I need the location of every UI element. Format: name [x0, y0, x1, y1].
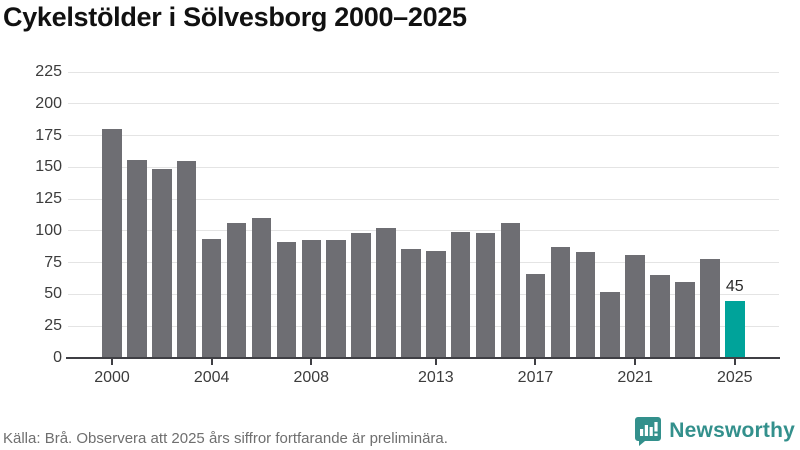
bar-2003	[176, 160, 197, 357]
x-axis-line	[66, 357, 780, 359]
newsworthy-logo-text: Newsworthy	[669, 419, 795, 442]
x-axis-tick-2008	[310, 359, 313, 365]
bar-2009	[326, 239, 346, 357]
x-axis-tick-2004	[210, 359, 213, 365]
bar-2023	[675, 281, 695, 357]
bar-2024	[700, 258, 720, 357]
bar-2013	[426, 251, 446, 357]
bar-2006	[251, 218, 272, 357]
data-label-2025: 45	[725, 277, 744, 295]
bar-2007	[276, 242, 297, 357]
gridline-150	[68, 166, 779, 168]
gridline-125	[68, 198, 779, 200]
bar-2021	[625, 255, 645, 357]
bar-2008	[301, 239, 322, 357]
source-note: Källa: Brå. Observera att 2025 års siffr…	[3, 430, 448, 447]
gridline-175	[68, 135, 779, 137]
y-axis-label-75: 75	[44, 253, 62, 271]
bar-2016	[500, 223, 521, 357]
gridline-200	[68, 103, 779, 105]
x-axis-label-2017: 2017	[517, 369, 554, 386]
x-axis-tick-2013	[434, 359, 437, 365]
bar-2020	[600, 291, 620, 357]
bar-2000	[102, 129, 122, 357]
bar-2015	[475, 233, 496, 357]
x-axis-label-2025: 2025	[716, 369, 753, 386]
chart-title: Cykelstölder i Sölvesborg 2000–2025	[3, 2, 467, 32]
x-axis-label-2004: 2004	[193, 369, 230, 386]
x-axis-label-2000: 2000	[94, 369, 130, 386]
bar-chart-plot-area: 0 25 50 75 100 125 150 175 200 225 45 2000 2004 2008 2…	[35, 63, 780, 386]
gridline-100	[68, 230, 779, 232]
bar-2002	[152, 168, 172, 357]
y-axis-label-100: 100	[35, 221, 62, 239]
bar-chart-speech-bubble-icon	[634, 416, 662, 447]
y-axis-label-150: 150	[35, 158, 62, 176]
bar-2019	[575, 252, 596, 357]
bar-2025	[725, 300, 745, 357]
x-axis-label-2021: 2021	[617, 369, 653, 386]
newsworthy-logo: Newsworthy	[634, 414, 795, 448]
x-axis-tick-2021	[634, 359, 637, 365]
y-axis-label-0: 0	[53, 349, 62, 366]
gridline-225	[68, 71, 779, 73]
bar-2011	[376, 228, 396, 357]
bar-2010	[351, 233, 371, 357]
bar-2018	[550, 247, 571, 357]
y-axis-label-225: 225	[35, 63, 62, 80]
bar-2017	[525, 274, 546, 357]
bar-2005	[226, 223, 247, 357]
y-axis-label-50: 50	[44, 285, 62, 303]
x-axis-label-2013: 2013	[418, 369, 454, 386]
y-axis-label-125: 125	[35, 190, 62, 208]
x-axis-tick-2017	[534, 359, 537, 365]
bar-2001	[127, 159, 147, 357]
x-axis-tick-2025	[733, 359, 736, 365]
bar-2012	[401, 248, 421, 357]
y-axis-label-200: 200	[35, 94, 62, 112]
gridline-25	[68, 325, 779, 327]
bar-2014	[450, 232, 471, 357]
y-axis-label-25: 25	[44, 317, 62, 335]
gridline-50	[68, 293, 779, 295]
bar-2022	[650, 275, 670, 357]
gridline-75	[68, 262, 779, 264]
x-axis-label-2008: 2008	[293, 369, 330, 386]
y-axis-label-175: 175	[35, 126, 62, 144]
x-axis-tick-2000	[111, 359, 113, 365]
bar-2004	[201, 238, 222, 357]
